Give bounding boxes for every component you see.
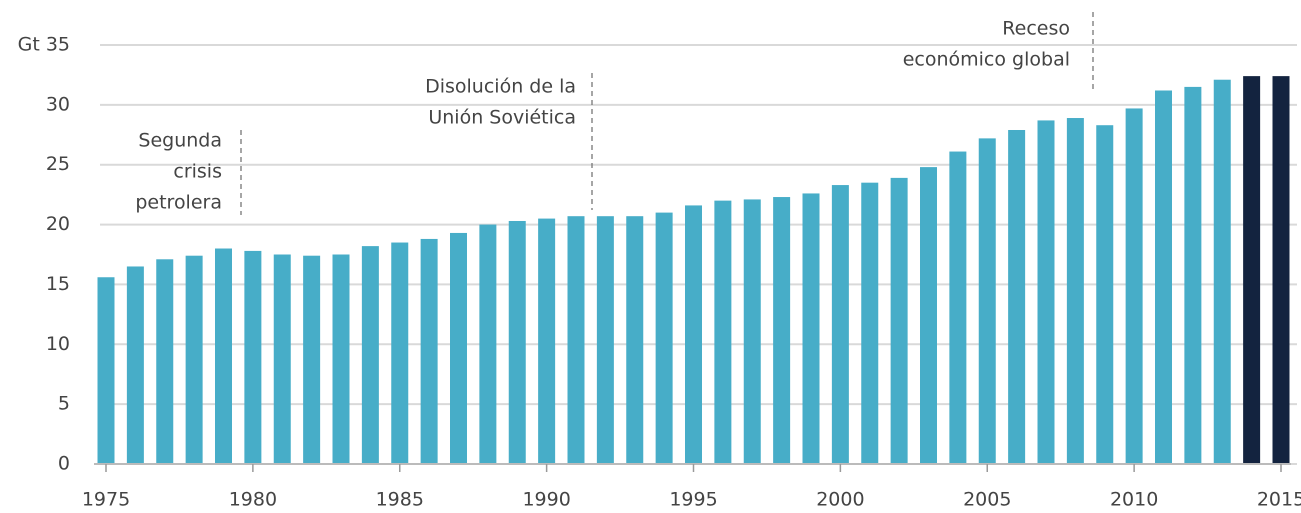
x-tick-label: 1990 [522, 489, 570, 511]
y-tick-label: 15 [46, 273, 70, 295]
bar [596, 216, 614, 464]
annotation-text: Unión Soviética [428, 107, 576, 129]
bar [1213, 79, 1231, 465]
bar [714, 200, 732, 464]
y-tick-label: 10 [46, 333, 70, 355]
y-tick-label: 20 [46, 213, 70, 235]
bar [332, 254, 350, 464]
bar [567, 216, 585, 464]
bar [802, 193, 820, 464]
x-tick-label: 1975 [82, 489, 130, 511]
bar [1037, 120, 1055, 465]
bar [97, 277, 115, 464]
bar [215, 248, 232, 464]
bar [1066, 118, 1084, 465]
bar [420, 238, 438, 464]
bar [391, 242, 409, 464]
annotation-text: petrolera [135, 192, 222, 214]
bar [1272, 76, 1290, 464]
y-tick-label: 30 [46, 93, 70, 115]
x-tick-label: 2005 [963, 489, 1011, 511]
bar [978, 138, 996, 464]
y-tick-label: Gt 35 [18, 34, 70, 56]
annotation-text: Segunda [138, 130, 222, 152]
y-tick-label: 25 [46, 153, 70, 175]
bar [538, 218, 556, 464]
x-tick-label: 2000 [816, 489, 864, 511]
bar [626, 216, 644, 464]
bar [1243, 76, 1261, 464]
bar [185, 255, 203, 464]
annotation-text: Receso [1002, 18, 1070, 40]
bar [508, 220, 526, 464]
x-tick-label: 2015 [1257, 489, 1301, 511]
bar [890, 177, 908, 464]
bar [273, 254, 291, 464]
y-tick-label: 5 [58, 393, 70, 415]
bar [743, 199, 761, 464]
bar [303, 255, 321, 464]
bar [1096, 125, 1114, 465]
y-tick-label: 0 [58, 453, 70, 475]
bar [655, 212, 673, 464]
bar [831, 185, 849, 464]
x-tick-label: 1980 [229, 489, 277, 511]
bar [361, 246, 379, 464]
bar [156, 259, 174, 464]
annotation-text: económico global [903, 49, 1070, 71]
bar [126, 266, 144, 464]
bar [920, 167, 937, 464]
annotation-text: Disolución de la [425, 76, 576, 98]
bar [861, 182, 879, 464]
x-tick-label: 1995 [669, 489, 717, 511]
bar [685, 205, 702, 464]
x-tick-label: 2010 [1110, 489, 1158, 511]
bar [450, 232, 467, 464]
bar [1125, 108, 1143, 464]
bar [1184, 86, 1202, 465]
bar [244, 250, 262, 464]
x-tick-label: 1985 [376, 489, 424, 511]
bar [479, 224, 497, 464]
bar [1008, 129, 1026, 465]
bar [949, 151, 967, 464]
bar [773, 197, 791, 464]
bar [1155, 90, 1172, 465]
annotation-text: crisis [173, 161, 222, 183]
